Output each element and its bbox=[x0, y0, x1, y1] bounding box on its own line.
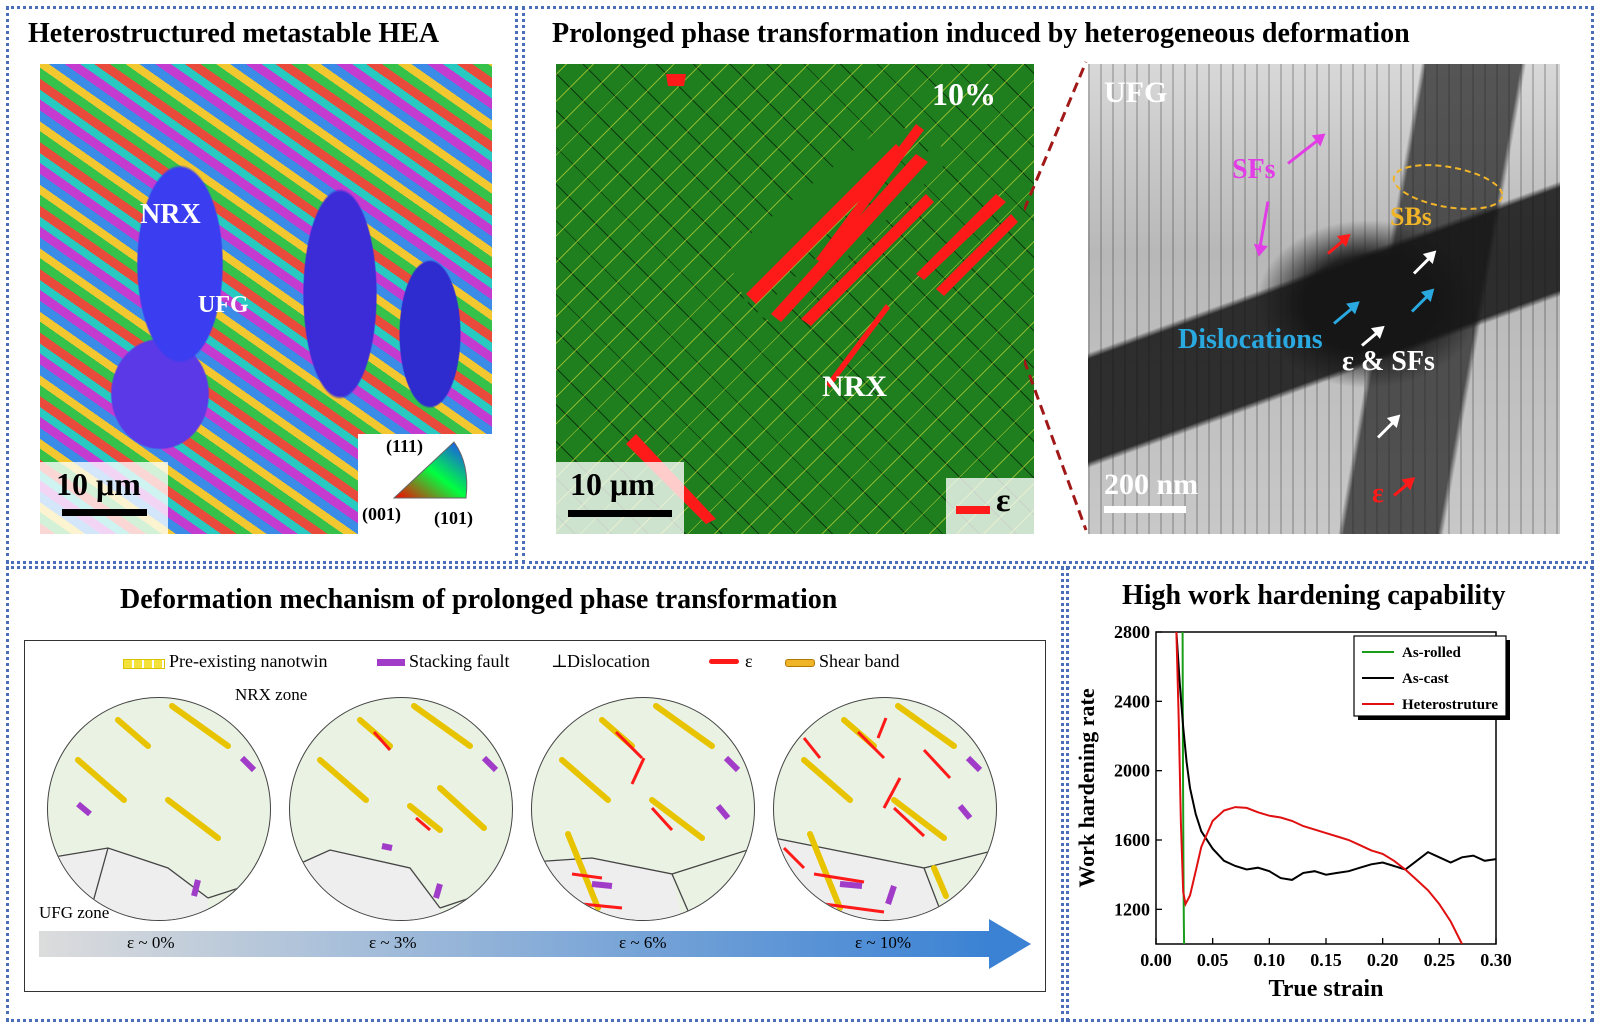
legend-eps: ε bbox=[745, 651, 753, 671]
x-tick-label: 0.25 bbox=[1424, 950, 1456, 970]
map-scale-box bbox=[556, 462, 684, 534]
epsilon-legend-label: ε bbox=[996, 482, 1011, 519]
x-tick-label: 0.15 bbox=[1310, 950, 1342, 970]
y-tick-label: 2400 bbox=[1114, 691, 1150, 711]
y-tick-label: 1600 bbox=[1114, 830, 1150, 850]
legend-box bbox=[1353, 635, 1507, 717]
stage-4-features bbox=[774, 703, 996, 920]
legend-nanotwin-swatch bbox=[123, 659, 165, 669]
stage-2-features bbox=[290, 703, 512, 920]
work-hardening-chart: 0.00 0.05 0.10 0.15 0.20 0.25 0.30 1200 1600 2000… bbox=[1074, 622, 1512, 1002]
map-scale-label: 10 μm bbox=[570, 466, 655, 502]
tem-scale-label: 200 nm bbox=[1104, 468, 1199, 501]
stage-label-3: ε ~ 3% bbox=[369, 933, 417, 952]
x-tick-label: 0.20 bbox=[1367, 950, 1399, 970]
panel-hea bbox=[6, 6, 518, 564]
legend-sf-swatch bbox=[377, 659, 405, 666]
tem-label-sfs: SFs bbox=[1232, 154, 1276, 185]
label-ufg-zone: UFG zone bbox=[39, 903, 110, 922]
legend-label: Heterostruture bbox=[1402, 697, 1498, 713]
y-axis-label: Work hardening rate bbox=[1074, 688, 1099, 887]
panel-mechanism bbox=[6, 566, 1064, 1022]
x-tick-label: 0.00 bbox=[1140, 950, 1172, 970]
label-nrx-zone: NRX zone bbox=[235, 685, 308, 704]
legend-eps-swatch bbox=[709, 659, 739, 664]
tem-label-sbs: SBs bbox=[1390, 202, 1432, 231]
stage-circle-4 bbox=[773, 697, 997, 921]
legend-sf: Stacking fault bbox=[409, 651, 510, 671]
x-axis-label: True strain bbox=[1269, 976, 1384, 1002]
label-nrx: NRX bbox=[140, 199, 201, 230]
panel-mechanism-title: Deformation mechanism of prolonged phase… bbox=[120, 584, 838, 615]
tem-label-dislocations: Dislocations bbox=[1178, 324, 1323, 355]
legend-dislocation-icon: ⊥ bbox=[551, 651, 568, 671]
label-ufg: UFG bbox=[198, 292, 249, 318]
series-line-heterostruture bbox=[1175, 632, 1463, 944]
sb-ellipse bbox=[1392, 164, 1504, 210]
stage-label-0: ε ~ 0% bbox=[127, 933, 175, 952]
phase-map: 10% NRX 10 μm ε bbox=[556, 64, 1034, 534]
stage-circle-2 bbox=[289, 697, 513, 921]
ipf-label-111: (111) bbox=[386, 436, 424, 456]
panel-hea-title: Heterostructured metastable HEA bbox=[28, 18, 440, 49]
ipf-key: (111) (001) (101) bbox=[358, 434, 492, 534]
tem-label-eps: ε bbox=[1372, 478, 1384, 509]
panel-hardening bbox=[1066, 566, 1594, 1022]
ipf-label-001: (001) bbox=[362, 504, 401, 524]
tem-label-eps-sfs: ε & SFs bbox=[1342, 346, 1435, 377]
map-scale-bar bbox=[568, 510, 672, 517]
tem-image: UFG SFs SBs Dislocations ε & SFs ε 200 n… bbox=[1088, 64, 1560, 534]
legend-dislocation: Dislocation bbox=[567, 651, 650, 671]
strain-arrow-head-icon bbox=[989, 919, 1031, 969]
stage-3-features bbox=[532, 703, 754, 920]
legend-sb-swatch bbox=[785, 659, 815, 667]
ipf-triangle-icon bbox=[392, 441, 468, 499]
panel-phase-title: Prolonged phase transformation induced b… bbox=[552, 18, 1410, 49]
zoom-connector bbox=[1024, 61, 1088, 531]
strain-label: 10% bbox=[932, 76, 996, 112]
tem-label-ufg: UFG bbox=[1104, 76, 1168, 109]
stage-circle-3 bbox=[531, 697, 755, 921]
stage-label-6: ε ~ 6% bbox=[619, 933, 667, 952]
legend-label: As-rolled bbox=[1402, 645, 1462, 661]
legend-label: As-cast bbox=[1402, 671, 1449, 687]
scale-bar-box bbox=[40, 462, 168, 534]
mechanism-schematic: Pre-existing nanotwin Stacking fault ⊥ D… bbox=[24, 640, 1046, 992]
y-tick-label: 2800 bbox=[1114, 622, 1150, 642]
panel-hardening-title: High work hardening capability bbox=[1122, 580, 1506, 611]
stage-circle-1 bbox=[47, 697, 271, 921]
ipf-label-101: (101) bbox=[434, 508, 473, 528]
scale-bar-label: 10 μm bbox=[56, 466, 141, 502]
legend-nanotwin: Pre-existing nanotwin bbox=[169, 651, 328, 671]
map-label-nrx: NRX bbox=[822, 370, 887, 403]
y-tick-label: 1200 bbox=[1114, 899, 1150, 919]
series-line-as-cast bbox=[1175, 632, 1496, 881]
scale-bar bbox=[62, 509, 147, 516]
x-tick-label: 0.10 bbox=[1254, 950, 1286, 970]
stage-1-features bbox=[48, 703, 270, 920]
strain-progress-arrow bbox=[39, 931, 991, 957]
panel-phase bbox=[522, 6, 1594, 564]
tem-scale-bar bbox=[1104, 506, 1186, 513]
x-tick-label: 0.05 bbox=[1197, 950, 1229, 970]
legend-sb: Shear band bbox=[819, 651, 900, 671]
y-tick-label: 2000 bbox=[1114, 761, 1150, 781]
stage-label-10: ε ~ 10% bbox=[855, 933, 911, 952]
epsilon-bands bbox=[626, 74, 1018, 524]
epsilon-legend-swatch bbox=[956, 506, 990, 514]
x-tick-label: 0.30 bbox=[1480, 950, 1512, 970]
